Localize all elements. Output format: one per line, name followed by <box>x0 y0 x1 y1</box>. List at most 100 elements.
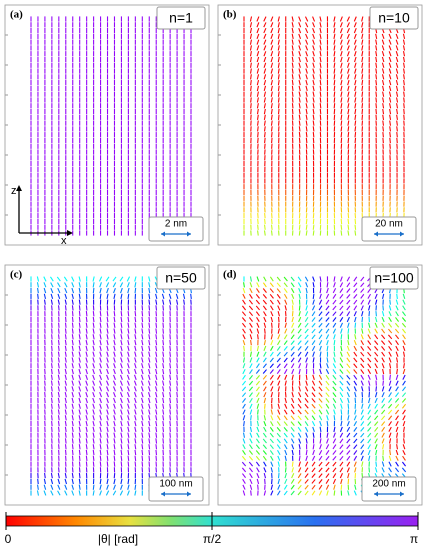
arrow <box>397 138 398 143</box>
arrow <box>128 317 129 322</box>
colorbar-title: |θ| [rad] <box>98 532 138 546</box>
arrow <box>376 86 377 91</box>
arrow <box>341 334 342 339</box>
arrow <box>114 456 115 461</box>
arrow <box>66 323 67 328</box>
arrow <box>45 473 46 478</box>
arrow <box>135 461 136 466</box>
arrow <box>251 80 252 85</box>
arrow <box>65 427 66 432</box>
arrow <box>65 433 66 438</box>
arrow <box>383 121 384 126</box>
arrow <box>128 450 129 455</box>
arrow <box>397 126 398 131</box>
arrow <box>163 305 164 310</box>
arrow <box>306 126 307 131</box>
arrow <box>45 386 46 391</box>
arrow <box>107 317 108 322</box>
arrow <box>107 456 108 461</box>
arrow <box>52 409 53 414</box>
arrow <box>65 328 66 333</box>
arrow <box>299 126 300 131</box>
arrow <box>128 294 129 299</box>
arrow <box>163 346 164 351</box>
axis-label-x: x <box>61 235 67 247</box>
arrow <box>271 115 272 120</box>
arrow <box>72 438 73 443</box>
arrow <box>52 404 53 409</box>
arrow <box>100 317 101 322</box>
arrow <box>376 462 377 467</box>
arrow <box>306 213 307 218</box>
arrow <box>156 334 157 339</box>
arrow <box>341 219 342 224</box>
arrow <box>52 346 53 351</box>
arrow <box>149 438 150 443</box>
arrow <box>279 109 280 114</box>
arrow <box>170 352 171 357</box>
arrow <box>334 340 335 345</box>
arrow <box>114 473 115 478</box>
arrow <box>58 352 59 357</box>
panel-label: (a) <box>10 9 23 21</box>
arrow <box>72 328 73 333</box>
arrow <box>52 415 53 420</box>
arrow <box>278 86 279 91</box>
arrow <box>86 317 87 322</box>
arrow <box>334 97 335 102</box>
arrow <box>285 467 286 472</box>
arrow <box>355 219 356 224</box>
arrow <box>320 74 321 79</box>
arrow <box>72 305 73 310</box>
arrow <box>142 450 143 455</box>
arrow <box>191 294 192 299</box>
arrow <box>251 86 252 91</box>
arrow <box>163 334 164 339</box>
arrow <box>121 456 122 461</box>
arrow <box>258 219 259 224</box>
arrow <box>264 230 265 235</box>
arrow <box>59 328 60 333</box>
arrow <box>383 456 384 461</box>
arrow <box>306 225 307 230</box>
arrow <box>362 74 363 79</box>
arrow <box>149 300 150 305</box>
arrow <box>65 334 66 339</box>
arrow <box>348 138 349 143</box>
arrow <box>51 392 52 397</box>
arrow <box>58 415 59 420</box>
arrow <box>341 225 342 230</box>
arrow <box>279 473 280 478</box>
arrow <box>348 404 349 409</box>
arrow <box>292 74 293 79</box>
arrow <box>292 311 293 316</box>
n-label: n=1 <box>169 10 193 26</box>
arrow <box>170 421 171 426</box>
arrow <box>404 109 405 114</box>
arrow <box>279 103 280 108</box>
arrow <box>59 334 60 339</box>
arrow <box>278 74 279 79</box>
arrow <box>149 317 150 322</box>
arrow <box>258 115 259 120</box>
arrow <box>320 80 321 85</box>
arrow <box>100 456 101 461</box>
arrow <box>170 357 171 362</box>
arrow <box>334 103 335 108</box>
arrow <box>135 288 136 293</box>
arrow <box>299 219 300 224</box>
n-label: n=50 <box>165 270 197 286</box>
arrow <box>265 126 266 131</box>
arrow <box>327 421 328 426</box>
arrow <box>265 132 266 137</box>
arrow <box>156 305 157 310</box>
arrow <box>341 121 342 126</box>
arrow <box>265 138 266 143</box>
arrow <box>258 230 259 235</box>
arrow <box>128 461 129 466</box>
arrow <box>100 311 101 316</box>
arrow <box>52 398 53 403</box>
arrow <box>258 126 259 131</box>
